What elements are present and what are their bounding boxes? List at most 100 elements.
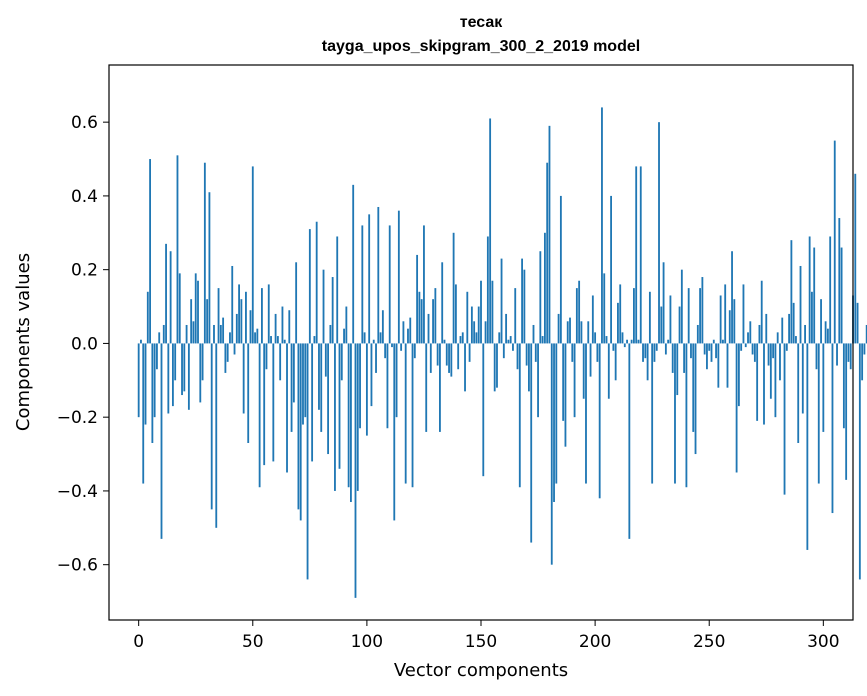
bar (785, 343, 788, 351)
bar (423, 225, 425, 344)
bar (411, 343, 414, 488)
bar (306, 343, 309, 580)
bar (648, 291, 651, 344)
bar (473, 321, 476, 344)
bar (350, 343, 352, 502)
bar (662, 262, 665, 344)
bar (674, 343, 676, 484)
bar (575, 288, 578, 344)
bar (265, 343, 268, 370)
bar (256, 328, 259, 344)
bar (334, 343, 336, 491)
bar (489, 118, 492, 344)
bar (696, 324, 699, 344)
bar (797, 343, 800, 443)
bar (402, 321, 405, 344)
bar (240, 299, 243, 344)
bar (288, 310, 291, 344)
bar (692, 343, 695, 432)
x-tick-label: 100 (351, 632, 383, 652)
bar (386, 343, 389, 429)
bar (635, 166, 638, 344)
bar (226, 343, 229, 362)
bar (295, 262, 298, 344)
bar (596, 343, 599, 362)
bar (858, 343, 861, 580)
bar (144, 343, 147, 425)
bar (183, 343, 186, 392)
bar (359, 343, 361, 429)
bar (308, 229, 311, 344)
bar (722, 339, 724, 344)
bar (393, 343, 396, 521)
bar (571, 343, 574, 362)
bar (153, 343, 156, 418)
bar (683, 343, 686, 373)
y-tick-label: −0.2 (57, 408, 98, 428)
bar (509, 336, 512, 344)
bar (811, 291, 813, 344)
bar (379, 332, 382, 344)
bar (733, 299, 736, 344)
bar (639, 166, 642, 344)
bar (703, 343, 706, 355)
x-tick-label: 300 (807, 632, 839, 652)
bar (286, 343, 288, 473)
bar (222, 317, 225, 344)
bar (580, 321, 583, 344)
bar (747, 332, 749, 344)
bar (744, 343, 747, 348)
bar (502, 343, 505, 359)
bar (548, 125, 551, 344)
bar (566, 321, 569, 344)
bar (276, 336, 279, 344)
bar (562, 343, 565, 421)
bar (861, 343, 864, 381)
bar (763, 343, 765, 425)
bar (767, 343, 770, 366)
bar (384, 343, 387, 359)
y-tick-label: 0.0 (71, 334, 98, 354)
bar (863, 343, 866, 355)
bar (427, 313, 430, 344)
bars (137, 107, 867, 598)
bar (261, 288, 263, 344)
bar (363, 332, 366, 344)
bar (543, 232, 546, 344)
bar (676, 343, 679, 396)
bar (258, 343, 261, 488)
bar (475, 332, 478, 344)
bar (824, 321, 827, 344)
bar (603, 273, 606, 344)
x-tick-label: 0 (133, 632, 144, 652)
bar (585, 343, 587, 484)
bar (651, 343, 654, 484)
bar (833, 140, 836, 344)
bar (760, 280, 763, 344)
x-axis-ticks: 0 50 100 150 200 250 300 (133, 620, 840, 652)
bar (573, 343, 576, 418)
bar (792, 302, 795, 344)
bar (546, 162, 549, 344)
bar (685, 343, 688, 488)
bar (343, 328, 345, 344)
y-axis-ticks: −0.6 −0.4 −0.2 0.0 0.2 0.4 0.6 (57, 113, 109, 576)
bar (245, 291, 247, 344)
bar (623, 343, 626, 348)
bar (329, 324, 332, 344)
bar (769, 343, 772, 399)
bar (664, 343, 667, 355)
bar (724, 284, 727, 344)
bar (413, 343, 416, 359)
bar (178, 273, 181, 344)
bar (194, 273, 197, 344)
bar (229, 332, 231, 344)
bar (783, 343, 786, 495)
bar (247, 343, 250, 443)
bar (795, 336, 797, 344)
bar (808, 236, 811, 344)
bar (345, 306, 348, 344)
bar (425, 343, 428, 432)
bar (169, 251, 172, 344)
